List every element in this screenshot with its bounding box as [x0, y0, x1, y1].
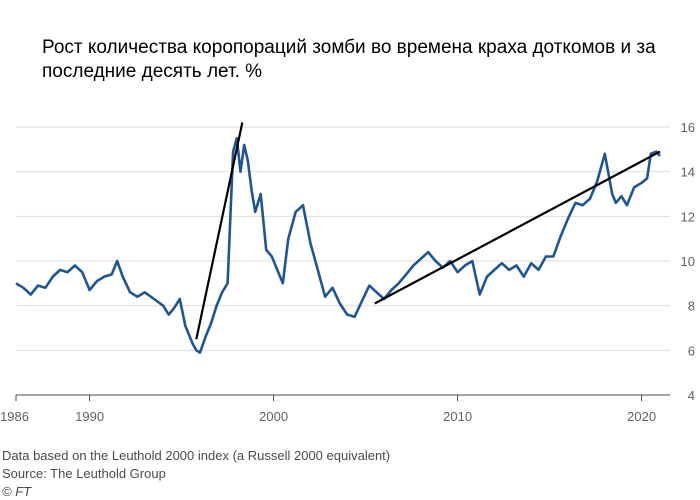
series-line — [15, 136, 661, 354]
y-tick-label: 6 — [688, 343, 695, 358]
x-tick-label: 2000 — [259, 409, 288, 424]
source-note: Source: The Leuthold Group — [2, 466, 166, 481]
chart-title: Рост количества коропораций зомби во вре… — [42, 37, 656, 82]
y-tick-label: 10 — [681, 254, 695, 269]
y-tick-label: 4 — [688, 388, 695, 403]
y-tick-label: 12 — [681, 209, 695, 224]
copyright: © FT — [2, 484, 32, 499]
y-tick-label: 16 — [681, 120, 695, 135]
x-tick-label: 2010 — [443, 409, 472, 424]
y-tick-label: 8 — [688, 299, 695, 314]
x-tick-label: 1990 — [75, 409, 104, 424]
trend-line — [195, 122, 244, 340]
x-tick-label: 2020 — [627, 409, 656, 424]
trend-line — [374, 150, 661, 305]
y-tick-label: 14 — [681, 165, 695, 180]
x-tick-label: 1986 — [0, 409, 29, 424]
data-note: Data based on the Leuthold 2000 index (a… — [2, 448, 391, 463]
